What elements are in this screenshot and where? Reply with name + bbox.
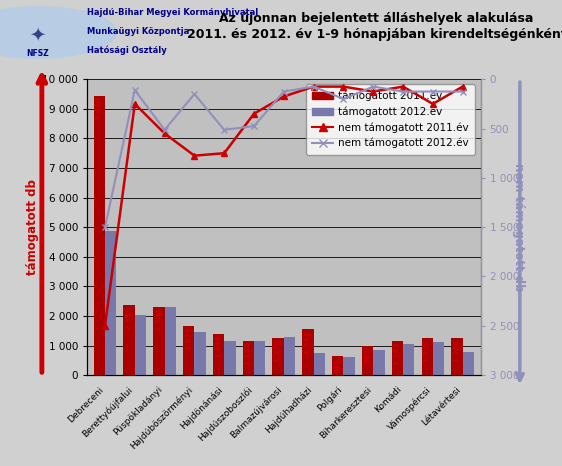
Text: 630: 630: [335, 358, 341, 373]
Bar: [194, 332, 206, 375]
Text: 1 676: 1 676: [185, 327, 192, 350]
Text: 2 020: 2 020: [138, 317, 143, 340]
Bar: [213, 334, 224, 375]
Bar: [254, 341, 265, 375]
Bar: [392, 341, 403, 375]
Bar: [403, 344, 414, 375]
Text: 2011. és 2012. év 1-9 hónapjában kirendeltségénként: 2011. és 2012. év 1-9 hónapjában kirende…: [187, 28, 562, 41]
Text: Hatósági Osztály: Hatósági Osztály: [87, 46, 167, 55]
Bar: [451, 338, 463, 375]
Bar: [183, 326, 194, 375]
Bar: [224, 341, 235, 375]
Text: 1 252: 1 252: [424, 340, 430, 363]
Bar: [302, 329, 314, 375]
Bar: [105, 231, 116, 375]
Text: 1 145: 1 145: [227, 343, 233, 366]
Text: 1 163: 1 163: [395, 343, 400, 365]
Text: 2 304: 2 304: [156, 309, 162, 331]
Bar: [463, 352, 474, 375]
Bar: [343, 357, 355, 375]
Text: 1 057: 1 057: [406, 346, 412, 368]
Bar: [153, 307, 165, 375]
Bar: [362, 346, 373, 375]
Text: Hajdú-Bihar Megyei Kormányhivatal: Hajdú-Bihar Megyei Kormányhivatal: [87, 8, 259, 17]
Bar: [243, 341, 254, 375]
Text: 1 549: 1 549: [305, 331, 311, 354]
Y-axis label: nem támogatott db: nem támogatott db: [511, 163, 524, 291]
Bar: [165, 307, 176, 375]
Bar: [135, 315, 146, 375]
Text: 1 142: 1 142: [257, 343, 262, 366]
Text: 758: 758: [316, 355, 322, 370]
Bar: [124, 305, 135, 375]
Circle shape: [0, 7, 116, 58]
Bar: [422, 338, 433, 375]
Text: 1 394: 1 394: [216, 336, 221, 358]
Bar: [284, 337, 295, 375]
Text: 4 875: 4 875: [108, 233, 114, 255]
Text: 2 359: 2 359: [126, 307, 132, 330]
Text: Munkaügyi Központja: Munkaügyi Központja: [87, 27, 189, 36]
Bar: [373, 350, 384, 375]
Text: Az újonnan bejelentett álláshelyek alakulása: Az újonnan bejelentett álláshelyek alaku…: [219, 12, 534, 25]
Text: 1 270: 1 270: [275, 339, 281, 362]
Text: 1 109: 1 109: [436, 344, 442, 367]
Legend: támogatott 2011.év, támogatott 2012.év, nem támogatott 2011.év, nem támogatott 2: támogatott 2011.év, támogatott 2012.év, …: [306, 84, 475, 155]
Text: 1 252: 1 252: [454, 340, 460, 363]
Text: 600: 600: [346, 359, 352, 374]
Bar: [314, 353, 325, 375]
Bar: [273, 337, 284, 375]
Text: 793: 793: [465, 353, 472, 369]
Bar: [433, 343, 444, 375]
Text: 1 296: 1 296: [287, 339, 292, 361]
Text: ✦: ✦: [29, 26, 46, 45]
Text: 858: 858: [376, 351, 382, 367]
Text: 1 459: 1 459: [197, 334, 203, 356]
Bar: [332, 356, 343, 375]
Text: 9 440: 9 440: [96, 97, 102, 120]
Text: NFSZ: NFSZ: [26, 49, 49, 58]
Text: 983: 983: [365, 348, 370, 363]
Bar: [94, 96, 105, 375]
Text: 2 318: 2 318: [167, 308, 173, 331]
Text: 1 162: 1 162: [246, 343, 251, 365]
Y-axis label: támogatott db: támogatott db: [26, 179, 39, 275]
